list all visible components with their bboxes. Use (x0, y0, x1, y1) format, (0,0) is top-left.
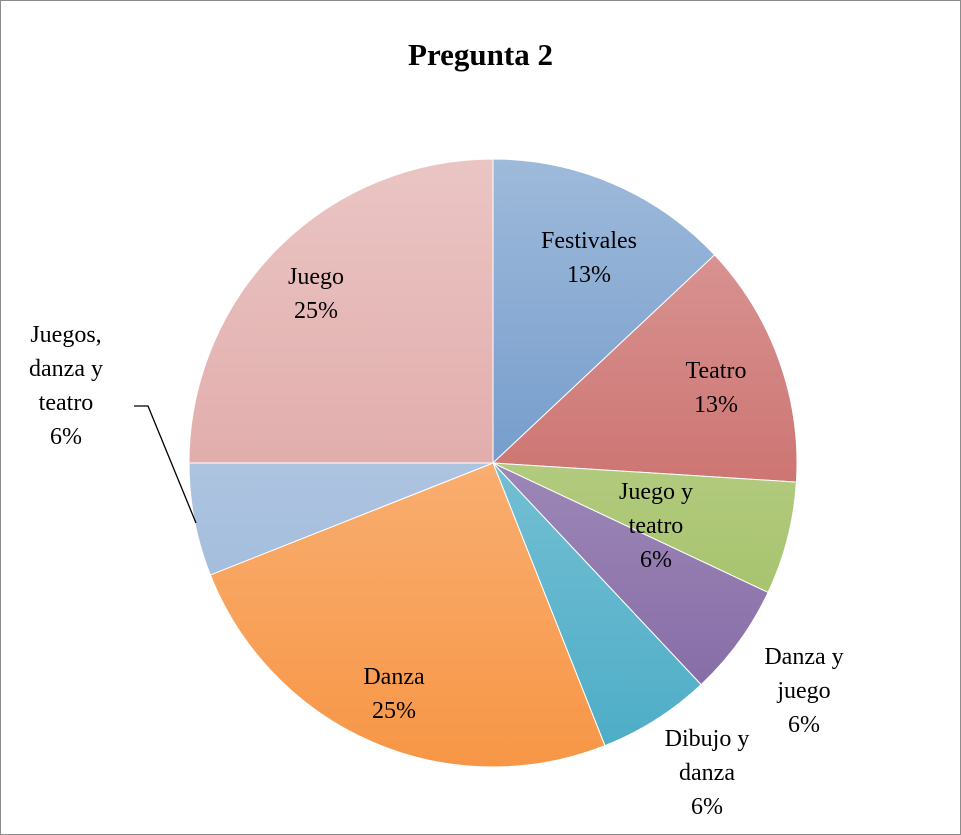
pie-slice (491, 254, 798, 483)
value-label: 13% (567, 262, 611, 288)
category-label: Teatro (685, 358, 747, 384)
category-label: Juego y teatro (619, 479, 693, 539)
slice-label: Juegos, danza y teatro 6% (16, 318, 116, 454)
slice-label: Festivales 13% (519, 224, 659, 292)
pie-slice (209, 462, 606, 768)
value-label: 6% (640, 547, 672, 573)
category-label: Danza y juego (764, 644, 844, 704)
chart-title: Pregunta 2 (408, 37, 553, 72)
value-label: 6% (691, 794, 723, 820)
category-label: Dibujo y danza (664, 726, 750, 786)
pie-slice (188, 158, 494, 464)
category-label: Juego (288, 264, 344, 290)
category-label: Danza (363, 664, 425, 690)
leader-line (134, 405, 197, 524)
pie-slice (492, 158, 716, 465)
slice-label: Danza 25% (334, 660, 454, 728)
value-label: 6% (50, 424, 82, 450)
slice-label: Juego 25% (256, 260, 376, 328)
slice-label: Teatro 13% (656, 354, 776, 422)
value-label: 25% (372, 698, 416, 724)
category-label: Festivales (541, 228, 637, 254)
value-label: 6% (788, 712, 820, 738)
slice-label: Danza y juego 6% (744, 640, 864, 742)
category-label: Juegos, danza y teatro (29, 322, 103, 416)
slice-label: Juego y teatro 6% (601, 475, 711, 577)
value-label: 13% (694, 392, 738, 418)
slice-label: Dibujo y danza 6% (657, 722, 757, 824)
value-label: 25% (294, 298, 338, 324)
